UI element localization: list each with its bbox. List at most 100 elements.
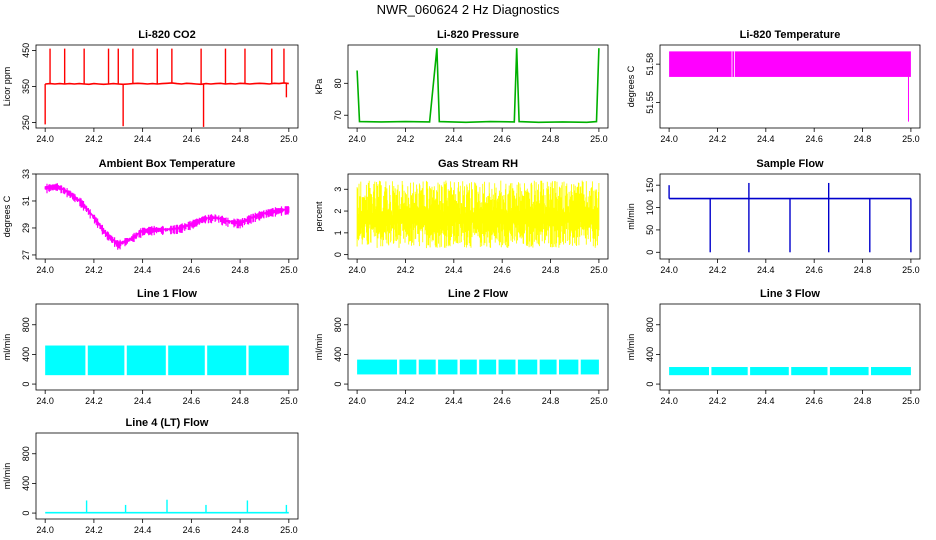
y-tick-label: 2 — [333, 209, 343, 214]
x-tick-label: 24.8 — [854, 396, 872, 406]
x-tick-label: 24.8 — [854, 265, 872, 275]
chart-panel: Li-820 Pressure kPa 24.0 24.2 24.4 24.6 24.8 25… — [314, 29, 609, 144]
y-tick-label: 800 — [21, 317, 31, 332]
series-line — [45, 82, 289, 86]
x-tick-label: 24.0 — [36, 265, 54, 275]
y-tick-label: 800 — [21, 446, 31, 461]
chart-panel: Line 3 Flow ml/min 24.0 24.2 24.4 24.6 24.8 25.… — [626, 288, 921, 406]
data-band — [517, 359, 538, 375]
y-axis-label: Licor ppm — [2, 67, 12, 107]
data-band — [669, 51, 911, 77]
y-tick-label: 27 — [21, 250, 31, 260]
y-tick-label: 51.55 — [645, 91, 655, 114]
data-layer — [669, 51, 911, 122]
page-title: NWR_060624 2 Hz Diagnostics — [376, 2, 560, 17]
series-line — [357, 210, 599, 219]
data-band — [248, 345, 289, 376]
x-tick-label: 24.4 — [134, 265, 152, 275]
data-layer — [45, 499, 289, 514]
data-band — [479, 359, 497, 375]
y-axis-label: ml/min — [626, 334, 636, 361]
x-tick-label: 24.8 — [231, 265, 249, 275]
chart-panel: Li-820 CO2 Licor ppm 24.0 24.2 24.4 24.6 24.8 2… — [2, 29, 299, 144]
y-axis-label: ml/min — [626, 203, 636, 230]
chart-panel: Ambient Box Temperature degrees C 24.0 24.2… — [2, 158, 299, 275]
x-tick-label: 24.8 — [231, 525, 249, 535]
x-tick-label: 24.6 — [493, 396, 511, 406]
x-tick-label: 25.0 — [590, 265, 608, 275]
chart-panel: Line 2 Flow ml/min 24.0 24.2 24.4 24.6 24.8 25.… — [314, 288, 609, 406]
plot-frame — [659, 44, 921, 129]
series-line — [45, 185, 289, 246]
x-tick-label: 25.0 — [280, 525, 298, 535]
plot-frame — [35, 303, 299, 391]
data-band — [829, 367, 869, 376]
y-tick-label: 29 — [21, 223, 31, 233]
chart-panel: Sample Flow ml/min 24.0 24.2 24.4 24.6 24.8 25.… — [626, 158, 921, 275]
y-tick-label: 33 — [21, 169, 31, 179]
y-tick-label: 0 — [645, 382, 655, 387]
x-tick-label: 25.0 — [590, 134, 608, 144]
x-tick-label: 24.0 — [348, 396, 366, 406]
y-tick-label: 80 — [333, 78, 343, 88]
x-tick-label: 24.4 — [445, 396, 463, 406]
data-band — [459, 359, 477, 375]
y-tick-label: 250 — [21, 115, 31, 130]
x-tick-label: 24.0 — [36, 396, 54, 406]
chart-panel: Line 1 Flow ml/min 24.0 24.2 24.4 24.6 24.8 25.… — [2, 288, 299, 406]
data-layer — [44, 48, 289, 127]
chart-panel: Li-820 Temperature degrees C 24.0 24.2 24.4 2… — [626, 29, 921, 144]
data-band — [580, 359, 599, 375]
x-tick-label: 24.4 — [134, 134, 152, 144]
x-tick-label: 24.2 — [397, 396, 415, 406]
data-band — [498, 359, 516, 375]
data-band — [669, 367, 710, 376]
data-band — [711, 367, 748, 376]
chart-title: Li-820 Pressure — [437, 29, 519, 41]
x-tick-label: 25.0 — [280, 134, 298, 144]
y-tick-label: 400 — [21, 476, 31, 491]
data-band — [126, 345, 166, 376]
data-band — [418, 359, 436, 375]
y-axis-label: ml/min — [314, 334, 324, 361]
x-tick-label: 24.0 — [660, 134, 678, 144]
chart-title: Li-820 CO2 — [138, 29, 195, 41]
x-tick-label: 24.4 — [757, 396, 775, 406]
x-tick-label: 24.2 — [85, 265, 103, 275]
x-tick-label: 24.2 — [709, 134, 727, 144]
y-tick-label: 70 — [333, 110, 343, 120]
data-band — [399, 359, 417, 375]
x-tick-label: 24.4 — [445, 134, 463, 144]
x-tick-label: 24.2 — [85, 525, 103, 535]
x-tick-label: 24.0 — [348, 265, 366, 275]
x-tick-label: 24.6 — [183, 265, 201, 275]
data-layer — [44, 183, 290, 250]
x-tick-label: 25.0 — [280, 265, 298, 275]
chart-panel: Gas Stream RH percent 24.0 24.2 24.4 24.6 24.8… — [314, 158, 609, 275]
x-tick-label: 24.4 — [134, 396, 152, 406]
x-tick-label: 24.2 — [397, 265, 415, 275]
x-tick-label: 24.4 — [757, 134, 775, 144]
y-tick-label: 0 — [333, 252, 343, 257]
y-axis-label: ml/min — [2, 463, 12, 490]
data-band — [791, 367, 828, 376]
y-axis-label: ml/min — [2, 334, 12, 361]
chart-title: Ambient Box Temperature — [99, 158, 236, 170]
x-tick-label: 24.6 — [183, 525, 201, 535]
y-tick-label: 400 — [21, 347, 31, 362]
data-band — [357, 359, 398, 375]
y-tick-label: 400 — [645, 347, 655, 362]
chart-title: Line 4 (LT) Flow — [126, 417, 209, 429]
x-tick-label: 24.8 — [231, 134, 249, 144]
y-tick-label: 0 — [21, 382, 31, 387]
x-tick-label: 24.8 — [542, 396, 560, 406]
data-band — [168, 345, 205, 376]
plot-frame — [347, 44, 609, 129]
data-band — [558, 359, 579, 375]
x-tick-label: 24.6 — [805, 134, 823, 144]
y-tick-label: 31 — [21, 196, 31, 206]
plot-frame — [659, 303, 921, 391]
y-tick-label: 450 — [21, 43, 31, 58]
plot-frame — [35, 44, 299, 129]
y-tick-label: 400 — [333, 347, 343, 362]
